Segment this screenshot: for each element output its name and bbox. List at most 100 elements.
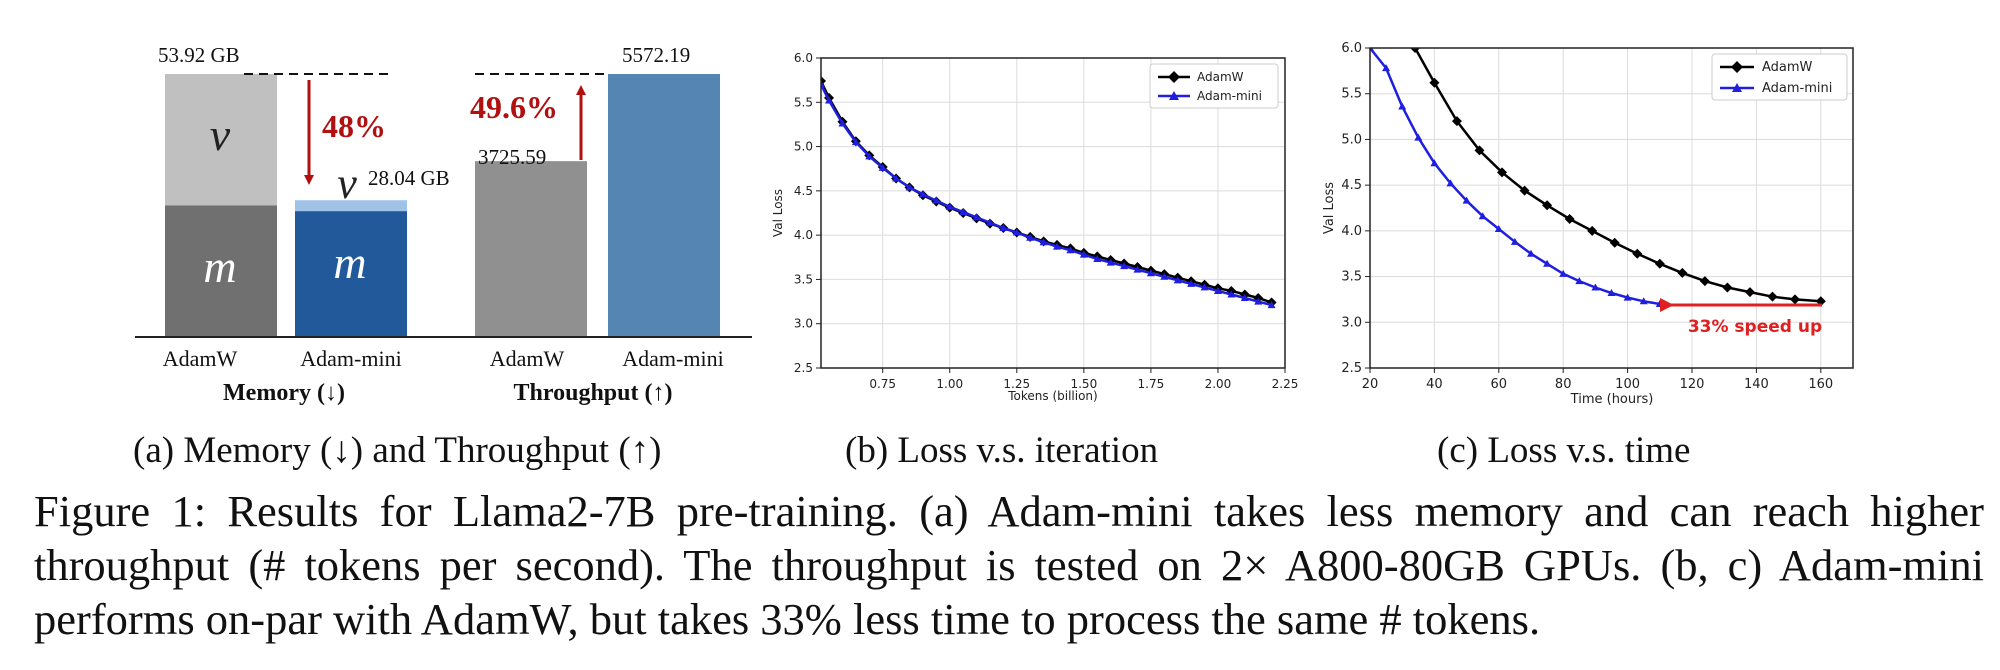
x-axis-label: Time (hours) — [1570, 392, 1654, 407]
y-tick-label: 4.5 — [1341, 178, 1362, 193]
y-tick-label: 5.0 — [794, 140, 813, 154]
data-point-adamini — [1414, 133, 1423, 141]
data-point-adamw — [1410, 48, 1421, 53]
data-point-adamw — [1519, 185, 1530, 196]
memory-reduction-label: 48% — [322, 108, 386, 144]
legend-label: Adam-mini — [1197, 89, 1262, 103]
y-axis-label: Val Loss — [1322, 182, 1337, 234]
data-point-adamini — [1559, 269, 1568, 277]
y-tick-label: 3.5 — [1341, 270, 1362, 285]
data-point-adamini — [1160, 272, 1169, 280]
data-point-adamini — [1026, 233, 1035, 241]
data-point-adamini — [1053, 242, 1062, 250]
x-tick-label: 120 — [1680, 377, 1705, 392]
y-tick-label: 3.5 — [794, 272, 813, 286]
data-point-adamini — [838, 119, 847, 127]
figure-caption: Figure 1: Results for Llama2-7B pre-trai… — [34, 486, 1984, 644]
legend-marker-adamw — [1168, 71, 1180, 83]
x-tick-label: 1.50 — [1070, 377, 1097, 391]
subcaption-c: (c) Loss v.s. time — [1437, 430, 1690, 470]
y-tick-label: 6.0 — [1341, 41, 1362, 56]
data-point-adamini — [999, 224, 1008, 232]
x-tick-label: 20 — [1362, 377, 1379, 392]
data-point-adamini — [918, 190, 927, 198]
y-tick-label: 5.5 — [794, 95, 813, 109]
data-point-adamw — [1722, 282, 1733, 293]
data-point-adamini — [1012, 228, 1021, 236]
data-point-adamini — [878, 163, 887, 171]
data-point-adamini — [1066, 246, 1075, 254]
data-point-adamini — [1639, 297, 1648, 305]
y-tick-label: 6.0 — [794, 51, 813, 65]
adamw-memory-label: 53.92 GB — [158, 43, 240, 67]
bar-adamini-v — [295, 200, 407, 212]
legend: AdamW Adam-mini — [1149, 63, 1279, 109]
data-point-adamini — [1254, 297, 1263, 305]
y-tick-label: 3.0 — [794, 317, 813, 331]
x-tick-label: 1.25 — [1003, 377, 1030, 391]
data-point-adamini — [1267, 301, 1276, 309]
data-point-adamini — [1430, 159, 1439, 167]
loss-vs-iteration-chart: 0.75 1.00 1.25 1.50 1.75 2.00 2.25 2.5 3.0 3.5 4.0… — [771, 51, 1298, 403]
legend-label: AdamW — [1762, 60, 1813, 75]
data-point-adamini — [865, 152, 874, 160]
plot-frame — [820, 57, 1286, 369]
data-point-adamini — [1240, 294, 1249, 302]
data-point-adamw — [1429, 77, 1440, 88]
data-point-adamini — [1120, 262, 1129, 270]
data-point-adamini — [1543, 259, 1552, 267]
y-tick-label: 3.0 — [1341, 315, 1362, 330]
data-point-adamini — [1527, 249, 1535, 257]
data-point-adamw — [1632, 248, 1643, 259]
data-point-adamw — [1744, 287, 1755, 298]
data-point-adamini — [985, 218, 994, 226]
bar-adamw-v — [165, 74, 277, 206]
x-tick-label: 2.00 — [1205, 377, 1232, 391]
y-tick-label: 5.5 — [1341, 87, 1362, 102]
adamini-m-label: m — [333, 237, 366, 288]
throughput-group-label: Throughput (↑) — [514, 380, 673, 406]
data-point-adamini — [1146, 269, 1155, 277]
y-tick-label: 4.0 — [1341, 224, 1362, 239]
subcaption-b: (b) Loss v.s. iteration — [845, 430, 1158, 470]
legend-marker-adamini — [1732, 83, 1742, 92]
data-point-adamini — [1187, 279, 1196, 287]
x-tick-label: 80 — [1555, 377, 1572, 392]
x-tick-label: 140 — [1744, 377, 1769, 392]
x-tick-label: 40 — [1426, 377, 1443, 392]
data-point-adamini — [1623, 293, 1632, 301]
data-point-adamini — [1093, 255, 1102, 263]
data-point-adamini — [1494, 225, 1503, 233]
adamini-throughput-label: 5572.19 — [622, 43, 690, 67]
bar-adamw-throughput — [475, 161, 587, 337]
series-line-adamw — [821, 80, 1272, 304]
data-point-adamini — [1446, 179, 1455, 187]
data-point-adamini — [945, 202, 954, 210]
data-point-adamw — [1587, 225, 1598, 236]
figure-panels: 53.92 GB 28.04 GB 3725.59 5572.19 v m v … — [133, 41, 1854, 470]
category-label: AdamW — [163, 346, 238, 371]
category-label: Adam-mini — [300, 346, 401, 371]
speedup-annotation: 33% speed up — [1688, 317, 1822, 337]
legend-label: Adam-mini — [1762, 81, 1832, 96]
x-tick-label: 160 — [1808, 377, 1833, 392]
data-point-adamw — [1790, 294, 1801, 305]
data-point-adamini — [1106, 258, 1115, 266]
subcaption-a: (a) Memory (↓) and Throughput (↑) — [133, 430, 661, 470]
data-point-adamw — [1564, 213, 1575, 224]
x-axis-label: Tokens (billion) — [1007, 389, 1097, 403]
data-point-adamini — [1200, 283, 1209, 291]
y-tick-label: 4.0 — [794, 228, 813, 242]
category-label: AdamW — [490, 346, 565, 371]
y-axis-label: Val Loss — [771, 189, 785, 237]
data-point-adamini — [972, 213, 981, 221]
x-tick-label: 1.00 — [936, 377, 963, 391]
adamini-memory-label: 28.04 GB — [368, 166, 450, 190]
data-point-adamini — [1213, 286, 1222, 294]
data-point-adamw — [1767, 291, 1778, 302]
data-point-adamini — [959, 208, 968, 216]
data-point-adamini — [1591, 283, 1600, 291]
data-point-adamw — [1677, 267, 1688, 278]
x-tick-label: 100 — [1615, 377, 1640, 392]
data-point-adamini — [932, 196, 941, 204]
